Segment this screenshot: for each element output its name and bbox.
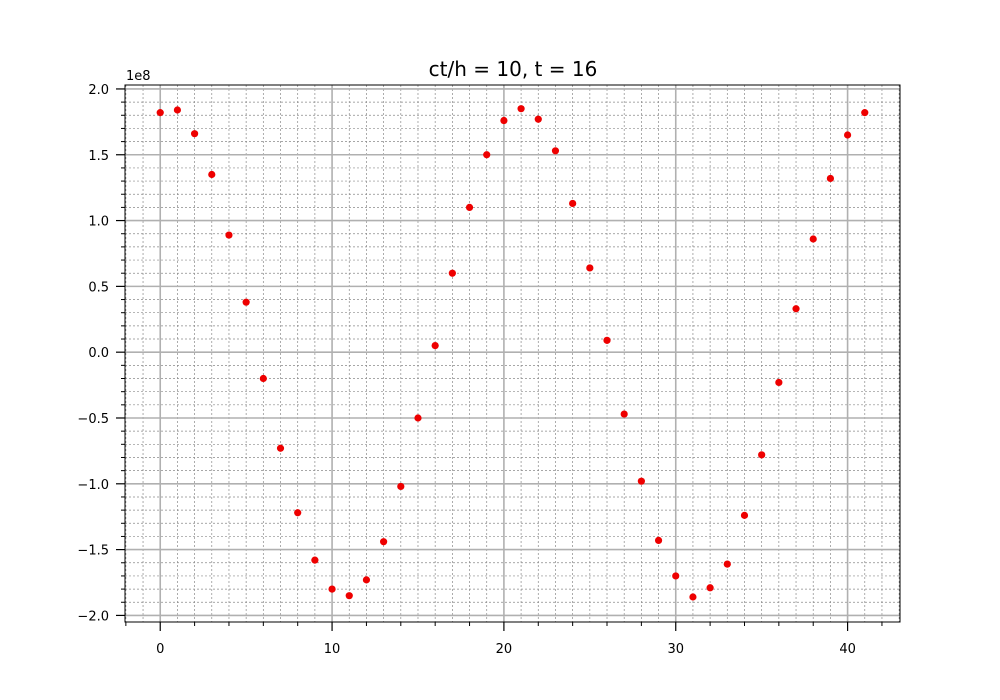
data-points: [156, 105, 869, 601]
data-point: [208, 170, 216, 179]
data-point: [826, 174, 835, 183]
x-tick-label: 30: [667, 642, 684, 657]
y-tick-label: −0.5: [77, 412, 109, 427]
y-tick-label: −1.0: [77, 478, 109, 493]
data-point: [483, 151, 491, 159]
y-tick-label: 2.0: [88, 83, 109, 98]
data-point: [723, 560, 731, 568]
data-point: [706, 584, 714, 592]
data-point: [311, 556, 319, 564]
data-point: [345, 592, 353, 600]
y-tick-label: −1.5: [77, 544, 109, 559]
y-tick-label: 1.0: [88, 215, 109, 230]
data-point: [397, 482, 405, 491]
data-point: [534, 115, 542, 123]
data-point: [242, 298, 250, 306]
data-point: [362, 576, 371, 584]
data-point: [190, 130, 199, 138]
chart-title: ct/h = 10, t = 16: [429, 57, 598, 81]
data-point: [259, 374, 267, 383]
x-tick-label: 0: [156, 642, 164, 657]
x-tick-label: 40: [839, 642, 856, 657]
y-tick-label: 0.0: [88, 346, 109, 361]
data-point: [517, 105, 525, 113]
data-point: [380, 538, 388, 546]
data-point: [173, 106, 182, 114]
data-point: [672, 572, 680, 580]
data-point: [294, 509, 302, 517]
x-tick-label: 20: [496, 642, 513, 657]
x-tick-label: 10: [324, 642, 341, 657]
data-point: [414, 414, 422, 422]
data-point: [758, 451, 766, 459]
y-tick-label: 0.5: [88, 280, 109, 295]
data-point: [654, 536, 663, 544]
data-point: [809, 235, 817, 243]
grid: [125, 85, 900, 622]
data-point: [775, 378, 783, 387]
data-point: [156, 109, 164, 117]
y-tick-label: 1.5: [88, 149, 109, 164]
data-point: [861, 109, 869, 117]
data-point: [500, 116, 508, 125]
data-point: [740, 511, 749, 519]
data-point: [448, 269, 456, 277]
data-point: [620, 410, 628, 418]
data-point: [637, 477, 645, 485]
axes: 0 10 20 30 40 −2.0 −1.5 −1.0 −0.5 0.0 0.5 1.0 1.5 2.0: [77, 83, 901, 657]
data-point: [569, 199, 577, 208]
data-point: [586, 264, 594, 272]
data-point: [689, 593, 697, 601]
y-tick-label: −2.0: [77, 609, 109, 624]
plot-frame: [124, 84, 901, 623]
data-point: [276, 444, 285, 452]
data-point: [328, 585, 336, 593]
data-point: [431, 342, 439, 350]
data-point: [843, 131, 852, 139]
data-point: [225, 231, 233, 239]
data-point: [792, 305, 800, 313]
data-point: [603, 336, 611, 344]
data-point: [465, 203, 474, 212]
data-point: [551, 147, 560, 155]
y-axis-multiplier: 1e8: [126, 69, 151, 84]
